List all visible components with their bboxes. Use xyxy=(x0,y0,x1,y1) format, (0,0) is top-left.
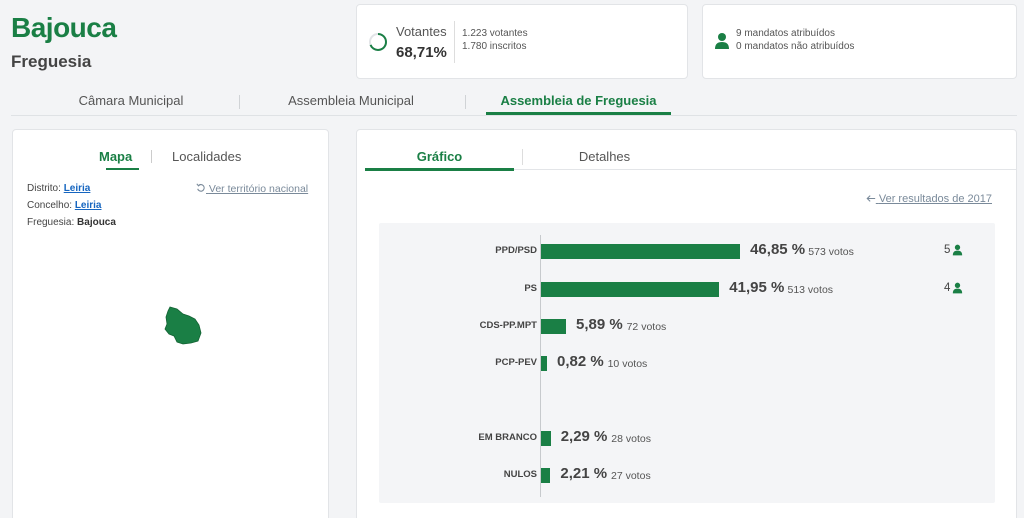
chart-votes-label: 72 votos xyxy=(626,321,667,333)
tab-assembleia-municipal[interactable]: Assembleia Municipal xyxy=(288,93,414,108)
tab-detalhes[interactable]: Detalhes xyxy=(578,149,631,164)
council-label: Concelho: xyxy=(27,200,73,211)
voters-count: 1.223 votantes xyxy=(462,28,528,39)
arrow-left-icon xyxy=(866,195,875,202)
election-tabs: Câmara Municipal Assembleia Municipal As… xyxy=(11,88,1017,116)
chart-percent-label: 41,95 % xyxy=(729,279,785,296)
active-tab-indicator xyxy=(106,168,139,170)
divider xyxy=(151,150,152,163)
chart-category-label: PCP-PEV xyxy=(495,357,537,368)
chart-bar xyxy=(541,282,720,297)
reset-territory-link[interactable]: Ver território nacional xyxy=(196,183,308,195)
parish-value: Bajouca xyxy=(77,217,116,228)
active-tab-indicator xyxy=(365,168,514,171)
chart-row: EM BRANCO 2,29 % 28 votos xyxy=(379,428,995,448)
chart-row: PCP-PEV 0,82 % 10 votos xyxy=(379,353,995,373)
council-row: Concelho: Leiria xyxy=(27,200,102,211)
chart-seats: 4 xyxy=(944,282,963,294)
chart-percent-label: 0,82 % xyxy=(557,353,604,370)
chart-percent-label: 2,21 % xyxy=(560,465,608,482)
voters-card: Votantes 68,71% 1.223 votantes 1.780 ins… xyxy=(356,4,688,79)
reset-territory-label: Ver território nacional xyxy=(208,183,309,195)
person-icon xyxy=(953,244,963,256)
active-tab-indicator xyxy=(486,112,671,115)
chart-row: NULOS 2,21 % 27 votos xyxy=(379,465,995,485)
previous-results-link[interactable]: Ver resultados de 2017 xyxy=(866,193,992,205)
voters-label: Votantes xyxy=(396,24,447,39)
mandates-assigned: 9 mandatos atribuídos xyxy=(736,28,835,39)
chart-row: CDS-PP.MPT 5,89 % 72 votos xyxy=(379,316,995,336)
chart-percent-label: 46,85 % xyxy=(750,241,806,258)
parish-label: Freguesia: xyxy=(27,217,75,228)
chart-category-label: PS xyxy=(524,283,537,294)
divider xyxy=(454,21,455,63)
district-link[interactable]: Leiria xyxy=(63,183,91,194)
chart-bar xyxy=(541,319,566,334)
divider xyxy=(465,95,466,109)
chart-category-label: EM BRANCO xyxy=(478,432,537,443)
divider xyxy=(239,95,240,109)
previous-results-label: Ver resultados de 2017 xyxy=(878,193,992,205)
chart-votes-label: 573 votos xyxy=(808,246,854,258)
page-title: Bajouca xyxy=(11,12,117,43)
results-panel: Gráfico Detalhes Ver resultados de 2017 … xyxy=(356,129,1017,518)
chart-seats-count: 4 xyxy=(944,282,951,294)
tab-assembleia-freguesia[interactable]: Assembleia de Freguesia xyxy=(500,93,657,108)
tab-grafico[interactable]: Gráfico xyxy=(416,149,463,164)
chart-percent-label: 2,29 % xyxy=(560,428,608,445)
chart-votes-label: 27 votos xyxy=(611,470,651,482)
tab-localidades[interactable]: Localidades xyxy=(172,149,242,164)
mandates-unassigned: 0 mandatos não atribuídos xyxy=(736,41,855,52)
chart-category-label: CDS-PP.MPT xyxy=(479,320,537,331)
council-link[interactable]: Leiria xyxy=(74,200,102,211)
mandates-card: 9 mandatos atribuídos 0 mandatos não atr… xyxy=(702,4,1017,79)
map-panel: Mapa Localidades Distrito: Leiria Concel… xyxy=(12,129,329,518)
tabs-baseline xyxy=(365,169,1016,170)
chart-bar xyxy=(541,468,551,483)
chart-axis xyxy=(540,235,541,497)
person-icon xyxy=(715,33,729,49)
chart-bar xyxy=(541,244,741,259)
district-row: Distrito: Leiria xyxy=(27,183,90,194)
results-bar-chart: PPD/PSD 46,85 % 573 votos 5 PS 41,95 % 513 vot… xyxy=(379,223,995,503)
chart-row: PS 41,95 % 513 votos 4 xyxy=(379,279,995,299)
chart-votes-label: 10 votos xyxy=(607,358,648,370)
tab-camara-municipal[interactable]: Câmara Municipal xyxy=(78,93,184,108)
chart-percent-label: 5,89 % xyxy=(576,316,623,333)
chart-votes-label: 513 votos xyxy=(787,284,834,296)
chart-seats: 5 xyxy=(944,244,963,256)
district-label: Distrito: xyxy=(27,183,61,194)
registered-count: 1.780 inscritos xyxy=(462,41,527,52)
chart-votes-label: 28 votos xyxy=(611,433,651,445)
parish-map-shape[interactable] xyxy=(163,305,205,349)
turnout-percent: 68,71% xyxy=(396,44,447,61)
chart-category-label: PPD/PSD xyxy=(495,245,537,256)
chart-row: PPD/PSD 46,85 % 573 votos 5 xyxy=(379,241,995,261)
chart-category-label: NULOS xyxy=(503,469,537,480)
person-icon xyxy=(953,282,963,294)
turnout-ring-icon xyxy=(369,33,387,51)
page-subtitle: Freguesia xyxy=(11,52,92,71)
parish-row: Freguesia: Bajouca xyxy=(27,217,116,228)
chart-seats-count: 5 xyxy=(944,244,951,256)
tab-mapa[interactable]: Mapa xyxy=(99,149,133,164)
reset-icon xyxy=(196,183,205,192)
chart-bar xyxy=(541,431,551,446)
divider xyxy=(522,149,523,165)
chart-bar xyxy=(541,356,547,371)
